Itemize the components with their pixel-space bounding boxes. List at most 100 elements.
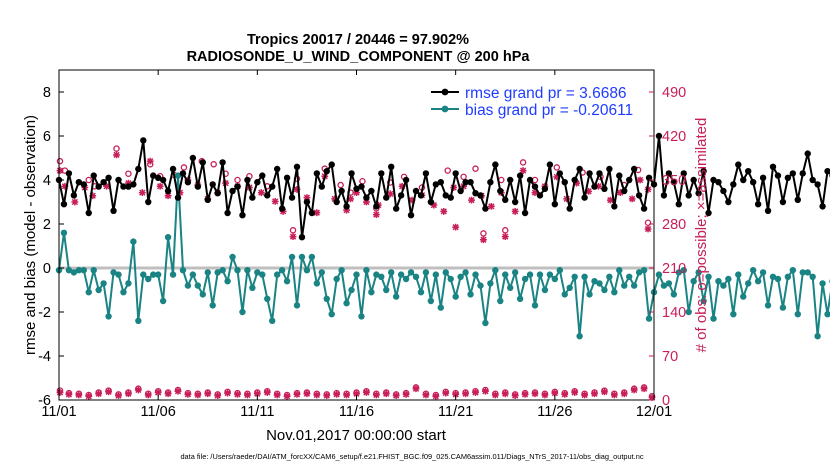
rmse-point	[591, 183, 598, 190]
bias-point	[720, 282, 727, 289]
obs-possible-marker	[472, 165, 479, 172]
data-file-footnote: data file: /Users/raeder/DAI/ATM_forcXX/…	[180, 452, 643, 461]
obs-assimilated-marker	[343, 391, 350, 399]
rmse-point	[655, 132, 663, 140]
obs-assimilated-marker	[591, 390, 598, 398]
obs-assimilated-marker	[531, 189, 539, 196]
rmse-point	[388, 163, 395, 170]
bias-point	[645, 315, 653, 322]
bias-point	[586, 291, 593, 298]
obs-assimilated-marker	[551, 389, 559, 397]
obs-possible-marker	[234, 176, 241, 184]
bias-point	[730, 311, 737, 318]
rmse-point	[75, 179, 83, 186]
rmse-point	[630, 165, 638, 173]
bias-point	[566, 284, 573, 291]
bias-point	[110, 269, 117, 276]
obs-assimilated-marker	[521, 390, 529, 398]
bias-point	[264, 295, 271, 302]
rmse-point	[244, 176, 251, 184]
obs-assimilated-marker	[174, 387, 182, 395]
obs-assimilated-marker	[442, 389, 450, 397]
obs-assimilated-marker	[585, 187, 592, 195]
obs-assimilated-marker	[452, 223, 460, 231]
bias-point	[140, 271, 147, 278]
obs-assimilated-marker	[511, 208, 519, 215]
rmse-point	[616, 172, 623, 179]
rmse-point	[432, 181, 440, 188]
obs-assimilated-marker	[71, 198, 79, 206]
rmse-point	[819, 203, 826, 210]
rmse-point	[283, 174, 291, 181]
y-tick-label: -4	[38, 349, 51, 365]
bias-point	[373, 271, 380, 278]
bias-point	[715, 278, 722, 285]
rmse-point	[695, 190, 702, 197]
bias-point	[388, 269, 395, 276]
obs-assimilated-marker	[156, 182, 164, 190]
obs-possible-marker	[337, 181, 344, 189]
rmse-point	[343, 203, 350, 210]
bias-point	[368, 289, 375, 296]
rmse-point	[239, 212, 246, 219]
rmse-point	[174, 194, 182, 201]
obs-assimilated-marker	[531, 390, 539, 398]
obs-assimilated-marker	[273, 391, 281, 399]
legend-rmse-label: rmse grand pr = 3.6686	[465, 85, 627, 102]
bias-point	[482, 319, 489, 327]
bias-point	[239, 308, 246, 316]
obs-assimilated-marker	[65, 390, 73, 398]
rmse-point	[462, 179, 469, 186]
bias-point	[412, 273, 420, 280]
rmse-point	[581, 194, 588, 201]
rmse-point	[457, 187, 464, 195]
obs-assimilated-marker	[89, 192, 97, 200]
obs-assimilated-marker	[283, 392, 291, 400]
bias-point	[209, 302, 216, 309]
rmse-point	[769, 163, 777, 170]
rmse-point	[164, 187, 172, 195]
rmse-point	[130, 181, 137, 188]
rmse-point	[100, 179, 107, 186]
rmse-point	[804, 150, 811, 157]
obs-assimilated-marker	[343, 206, 350, 214]
rmse-point	[705, 209, 712, 217]
obs-assimilated-marker	[103, 182, 110, 190]
rmse-point	[338, 187, 345, 195]
bias-point	[283, 278, 291, 285]
bias-point	[809, 273, 816, 280]
obs-assimilated-marker	[164, 390, 172, 398]
bias-point	[591, 278, 598, 285]
obs-assimilated-marker	[606, 196, 614, 204]
obs-assimilated-marker	[487, 203, 495, 210]
rmse-point	[95, 183, 102, 190]
y-right-tick-label: 0	[662, 393, 670, 409]
obs-assimilated-marker	[164, 192, 172, 200]
bias-point	[462, 269, 469, 276]
bias-point	[799, 269, 806, 276]
obs-assimilated-marker	[85, 392, 93, 400]
rmse-point	[507, 176, 514, 184]
bias-point	[407, 269, 415, 276]
y-tick-label: 2	[43, 217, 51, 233]
bias-point	[353, 271, 360, 278]
obs-assimilated-marker	[462, 390, 469, 398]
obs-possible-marker	[210, 161, 217, 168]
bias-point	[789, 267, 797, 274]
bias-point	[769, 273, 777, 280]
rmse-point	[348, 170, 355, 177]
bias-point	[621, 282, 628, 289]
y-right-tick-label: 350	[662, 173, 686, 189]
rmse-point	[794, 196, 801, 203]
obs-assimilated-marker	[482, 387, 489, 395]
obs-possible-marker	[444, 167, 451, 174]
bias-point	[804, 269, 811, 276]
rmse-point	[492, 161, 499, 168]
bias-point	[100, 280, 107, 287]
rmse-point	[383, 194, 390, 201]
y-tick-label: -6	[38, 393, 51, 409]
x-tick-label: 11/21	[438, 404, 473, 420]
rmse-point	[219, 159, 226, 166]
rmse-point	[561, 179, 568, 186]
rmse-point	[487, 179, 494, 186]
